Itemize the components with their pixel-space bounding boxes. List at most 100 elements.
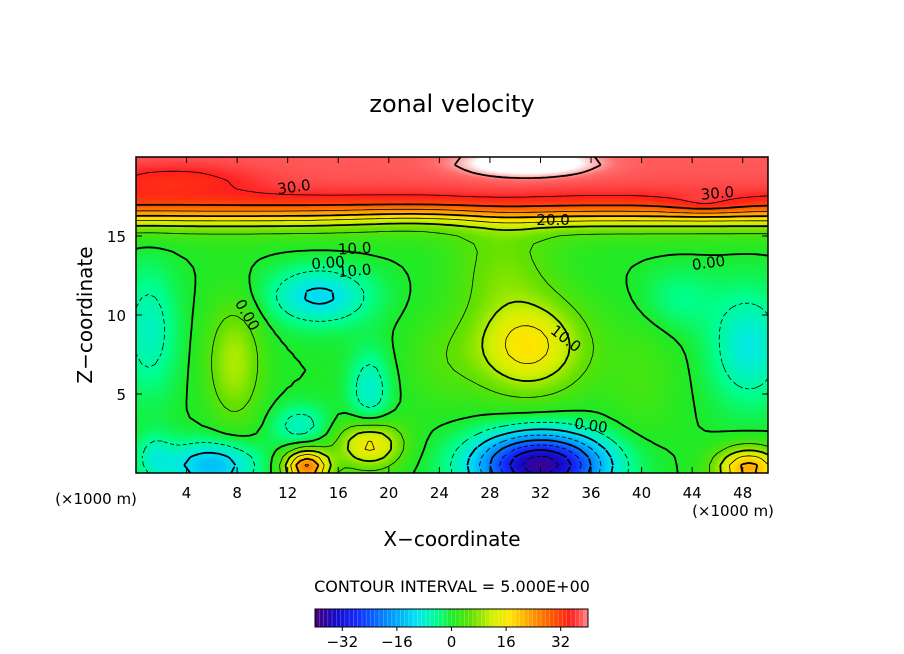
colorbar-ticks: −32 −16 0 16 32: [326, 627, 570, 651]
contour-level-neg35: [522, 456, 559, 474]
contour-level-neg30: [509, 449, 572, 474]
colorbar-cell: [340, 609, 346, 627]
colorbar-cell: [378, 609, 384, 627]
colorbar-cell: [511, 609, 516, 627]
colorbar-cell: [332, 609, 337, 627]
contour-level-30: [135, 203, 769, 210]
x-axis-label: X−coordinate: [383, 527, 520, 551]
colorbar-cell: [434, 609, 440, 627]
colorbar-cell: [451, 609, 457, 627]
colorbar-cell: [545, 609, 550, 627]
x-tick-label: 32: [531, 484, 550, 502]
contour-level-neg5: [135, 270, 769, 474]
colorbar-cell: [370, 609, 376, 627]
colorbar-cell: [400, 609, 405, 627]
y-tick-label: 15: [107, 228, 126, 246]
colorbar-cell: [327, 609, 333, 627]
colorbar-cell: [455, 609, 461, 627]
colorbar-tick-label: 0: [447, 633, 457, 651]
x-tick-label: 36: [581, 484, 600, 502]
colorbar-cell: [549, 609, 555, 627]
contour-level-5: [135, 230, 769, 474]
y-tick-label: 5: [116, 386, 126, 404]
colorbar-cell: [575, 609, 580, 627]
colorbar-cell: [485, 609, 491, 627]
x-tick-label: 4: [182, 484, 192, 502]
colorbar-cell: [353, 609, 358, 627]
colorbar-cell: [366, 609, 371, 627]
x-tick-label: 8: [232, 484, 242, 502]
colorbar-cell: [583, 609, 589, 627]
contour-level-neg20: [489, 439, 592, 474]
colorbar-cell: [558, 609, 563, 627]
colorbar-cell: [498, 609, 503, 627]
contour-level-neg10: [183, 287, 614, 474]
colorbar-cell: [536, 609, 542, 627]
colorbar-cell: [404, 609, 410, 627]
colorbar-cell: [442, 609, 448, 627]
x-tick-label: 28: [480, 484, 499, 502]
y-axis: 5 10 15: [107, 228, 768, 404]
colorbar-cell: [336, 609, 341, 627]
colorbar-cell: [579, 609, 585, 627]
colorbar-cell: [408, 609, 414, 627]
colorbar-cell: [447, 609, 452, 627]
colorbar-cell: [396, 609, 401, 627]
velocity-field-heatmap: [136, 157, 768, 473]
contour-label: 30.0: [276, 176, 312, 198]
x-tick-label: 44: [683, 484, 702, 502]
contour-level-25: [135, 208, 769, 468]
colorbar-cell: [361, 609, 367, 627]
contour-level-40: [453, 156, 602, 179]
contour-level-10: [135, 222, 769, 474]
colorbar-cell: [502, 609, 508, 627]
colorbar-cell: [562, 609, 567, 627]
colorbar-cell: [374, 609, 380, 627]
colorbar-cell: [506, 609, 512, 627]
colorbar-tick-label: −32: [326, 633, 358, 651]
contour-label: 0.00: [691, 252, 727, 274]
colorbar-cell: [515, 609, 521, 627]
y-tick-label: 10: [107, 307, 126, 325]
colorbar-cell: [460, 609, 465, 627]
colorbar-tick-label: 16: [497, 633, 516, 651]
colorbar-cell: [541, 609, 546, 627]
x-unit-note-right: (×1000 m): [692, 502, 774, 520]
colorbar-tick-label: 32: [551, 633, 570, 651]
contour-label: 10.0: [338, 239, 372, 259]
x-tick-label: 12: [278, 484, 297, 502]
x-tick-label: 16: [329, 484, 348, 502]
colorbar-cell: [413, 609, 418, 627]
colorbar-cell: [566, 609, 572, 627]
colorbar-cell: [357, 609, 363, 627]
x-unit-note-left: (×1000 m): [55, 490, 137, 508]
colorbar-cell: [468, 609, 474, 627]
colorbar-cell: [494, 609, 499, 627]
colorbar-cell: [391, 609, 397, 627]
x-tick-label: 24: [430, 484, 449, 502]
colorbar-cell: [319, 609, 324, 627]
contour-label: 20.0: [536, 211, 569, 229]
colorbar-cell: [464, 609, 469, 627]
colorbar-cell: [528, 609, 533, 627]
contour-label: 0.00: [573, 414, 609, 436]
colorbar-cell: [524, 609, 529, 627]
colorbar-cell: [349, 609, 354, 627]
colorbar-cell: [553, 609, 559, 627]
colorbar-cell: [477, 609, 482, 627]
colorbar-cell: [519, 609, 525, 627]
contour-level-35: [135, 170, 769, 204]
colorbar-cell: [481, 609, 486, 627]
colorbar-cell: [315, 609, 320, 627]
x-axis: 4 8 12 16 20 24 28 32 36 40 44 48: [182, 157, 752, 502]
colorbar-cell: [532, 609, 538, 627]
colorbar-cell: [387, 609, 393, 627]
contour-label: 10.0: [337, 260, 372, 281]
colorbar-cell: [472, 609, 478, 627]
colorbar-tick-label: −16: [381, 633, 413, 651]
colorbar-cell: [438, 609, 444, 627]
x-tick-label: 40: [632, 484, 651, 502]
colorbar-cell: [489, 609, 495, 627]
colorbar-cell: [323, 609, 329, 627]
